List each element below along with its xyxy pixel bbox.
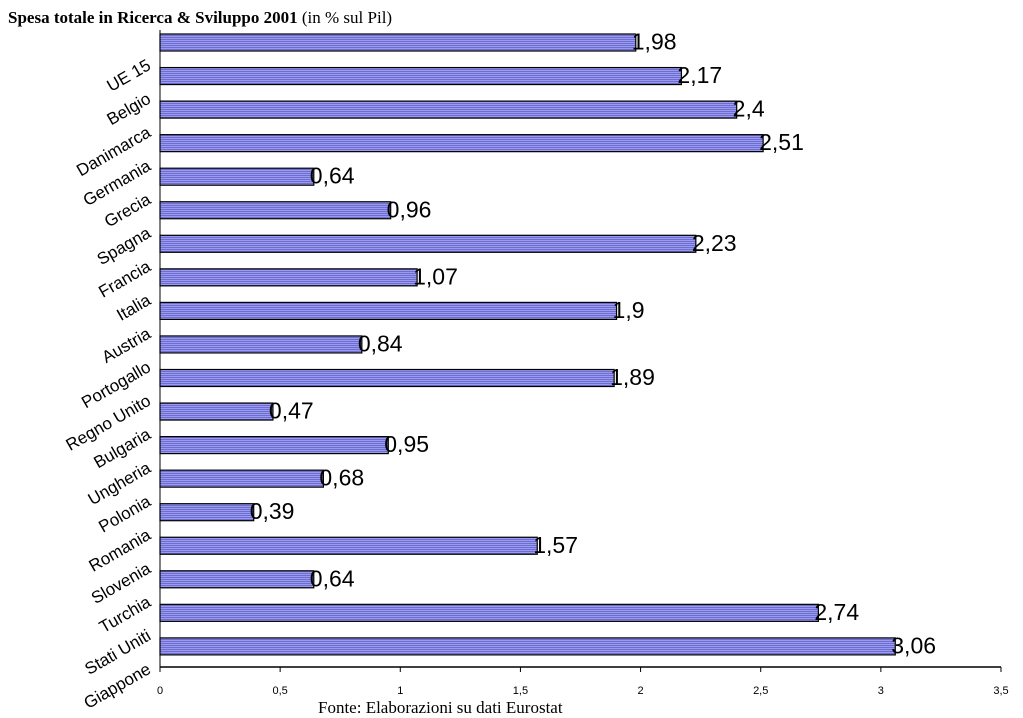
chart-title: Spesa totale in Ricerca & Sviluppo 2001 …: [8, 8, 393, 27]
x-tick-label: 3,5: [993, 685, 1008, 697]
bar: [159, 603, 819, 622]
category-label: Italia: [113, 290, 154, 325]
bar: [159, 66, 683, 86]
bar: [159, 134, 764, 153]
value-label: 0,64: [310, 163, 355, 189]
value-label: 0,96: [387, 196, 432, 222]
value-label: 1,98: [632, 29, 677, 55]
x-tick-label: 0,5: [272, 685, 287, 697]
x-tick-label: 1: [397, 685, 403, 697]
value-label: 2,17: [677, 62, 722, 88]
bar: [159, 503, 255, 522]
value-label: 1,89: [610, 364, 655, 390]
value-label: 0,95: [384, 431, 429, 457]
x-tick-label: 3: [878, 685, 884, 697]
value-label: 0,47: [269, 398, 314, 424]
bar: [159, 570, 315, 589]
source-note: Fonte: Elaborazioni su dati Eurostat: [318, 698, 563, 717]
value-label: 0,39: [250, 498, 295, 524]
value-label: 1,07: [413, 263, 458, 289]
bar: [159, 436, 389, 455]
category-label: Belgio: [104, 89, 154, 129]
value-label: 1,9: [613, 297, 645, 323]
bar: [159, 234, 697, 253]
bar: [159, 201, 392, 220]
category-labels-layer: UE 15BelgioDanimarcaGermaniaGreciaSpagna…: [63, 56, 155, 708]
bar: [159, 167, 315, 186]
bar: [159, 33, 637, 52]
bar: [159, 368, 615, 388]
value-label: 2,74: [814, 599, 859, 625]
bars-layer: [159, 33, 896, 656]
bar: [159, 536, 538, 555]
value-label: 2,23: [692, 230, 737, 256]
x-tick-label: 0: [157, 685, 163, 697]
bar: [159, 335, 363, 354]
bar: [159, 637, 896, 656]
value-label: 0,64: [310, 565, 355, 591]
bar: [159, 268, 418, 287]
x-axis: 0 0,5 1 1,5 2 2,5 3 3,5: [157, 30, 1009, 697]
x-tick-label: 1,5: [513, 685, 528, 697]
value-label: 0,68: [319, 465, 364, 491]
bar: [159, 100, 738, 119]
x-tick-label: 2,5: [753, 685, 768, 697]
x-tick-label: 2: [638, 685, 644, 697]
value-labels-layer: 1,982,17 2,4 2,51 0,64 0,96 2,23 1,07 1,9 0,84 1,…: [250, 29, 936, 659]
bar: [159, 301, 618, 320]
bar: [159, 402, 274, 421]
chart-subtitle: (in % sul Pil): [301, 8, 393, 27]
bar: [159, 469, 324, 488]
value-label: 1,57: [533, 532, 578, 558]
value-label: 0,84: [358, 330, 403, 356]
value-label: 2,4: [733, 96, 765, 122]
value-label: 2,51: [759, 129, 804, 155]
category-label: UE 15: [104, 56, 154, 96]
value-label: 3,06: [891, 632, 936, 658]
